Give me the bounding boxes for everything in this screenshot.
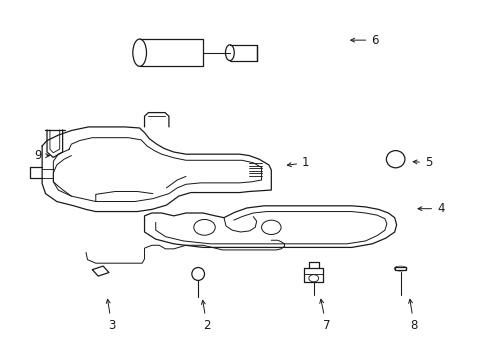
Text: 6: 6 — [350, 33, 378, 47]
Text: 8: 8 — [408, 299, 417, 332]
Text: 2: 2 — [201, 300, 210, 332]
Text: 3: 3 — [106, 299, 115, 332]
Text: 5: 5 — [412, 156, 431, 169]
Text: 9: 9 — [34, 149, 49, 162]
Text: 4: 4 — [417, 202, 444, 215]
Text: 7: 7 — [319, 299, 329, 332]
Text: 1: 1 — [287, 156, 309, 169]
